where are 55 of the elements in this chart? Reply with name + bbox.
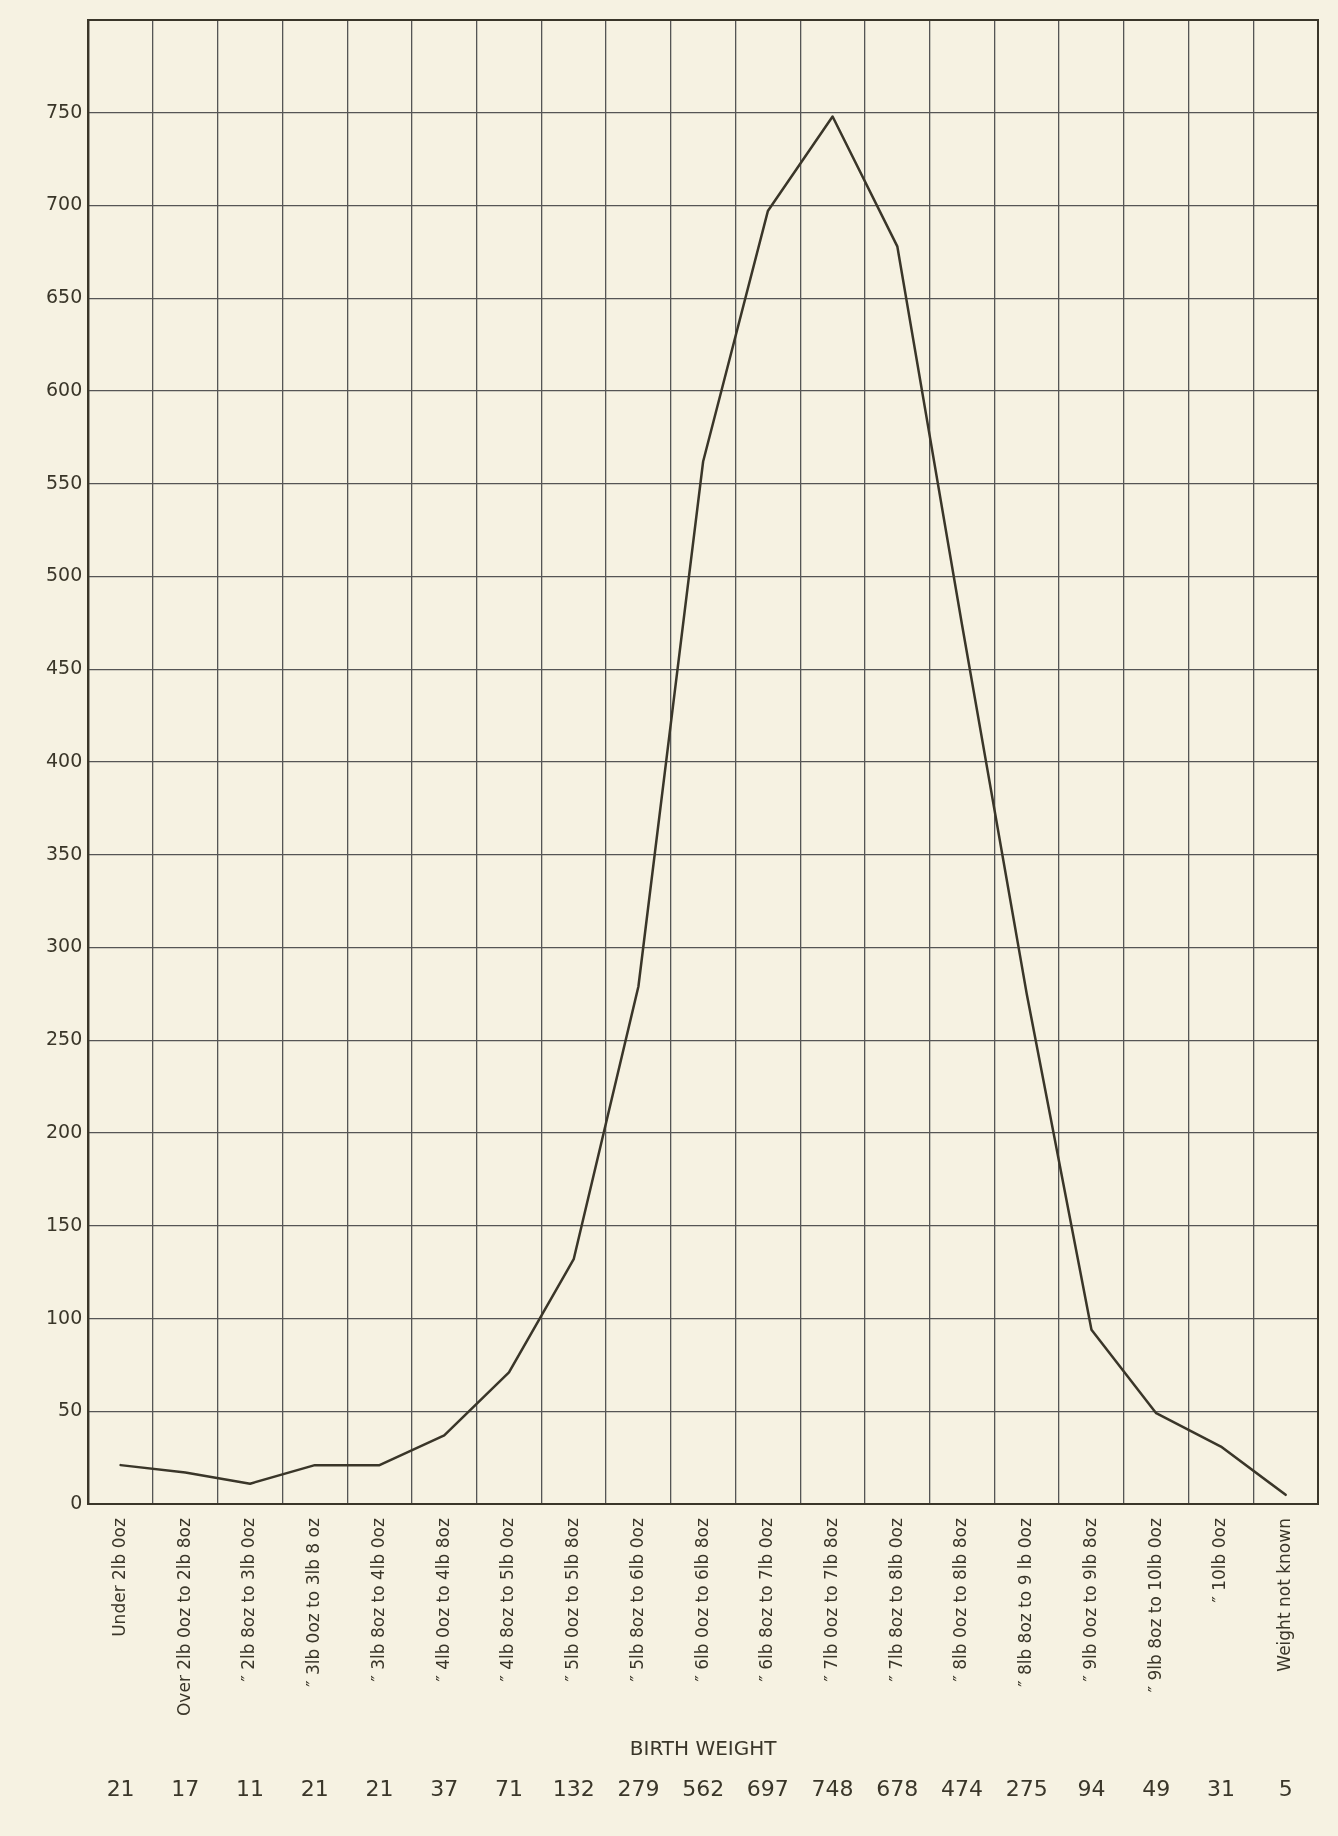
x-tick-label: ″ 7lb 0oz to 7lb 8oz [821,1518,841,1682]
y-tick-label: 200 [46,1120,83,1142]
data-label: 132 [552,1775,595,1801]
data-label: 474 [941,1775,984,1801]
x-tick-label: Under 2lb 0oz [109,1518,130,1637]
x-tick-label: ″ 5lb 0oz to 5lb 8oz [562,1518,583,1682]
data-label: 21 [106,1775,135,1801]
data-label: 71 [494,1775,523,1801]
y-tick-label: 50 [58,1398,83,1421]
x-tick-label: ″ 9lb 0oz to 9lb 8oz [1079,1518,1100,1682]
x-tick-label: ″ 2lb 8oz to 3lb 0oz [238,1518,259,1682]
x-tick-label: ″ 5lb 8oz to 6lb 0oz [626,1518,647,1682]
x-tick-label: ″ 4lb 8oz to 5lb 0oz [497,1518,518,1682]
y-tick-label: 400 [46,748,83,771]
data-label: 562 [682,1775,725,1801]
data-label: 279 [617,1775,660,1801]
data-label: 21 [365,1775,394,1801]
data-label: 11 [236,1775,265,1801]
y-tick-label: 300 [46,934,83,957]
data-label: 49 [1142,1775,1171,1801]
data-label: 21 [300,1775,329,1801]
y-tick-label: 600 [46,377,83,400]
y-tick-label: 100 [46,1305,83,1328]
x-tick-label: ″ 3lb 0oz to 3lb 8 oz [303,1518,324,1687]
data-label: 748 [811,1775,854,1801]
data-label: 17 [171,1775,200,1801]
data-label: 697 [746,1775,789,1801]
y-tick-label: 650 [46,285,83,308]
data-label: 678 [876,1775,919,1801]
x-tick-label: ″ 9lb 8oz to 10lb 0oz [1144,1518,1165,1693]
y-tick-label: 150 [46,1212,83,1235]
y-tick-label: 0 [70,1491,83,1514]
x-tick-label: ″ 10lb 0oz [1209,1518,1230,1603]
x-tick-label: ″ 8lb 8oz to 9 lb 0oz [1015,1518,1036,1687]
x-tick-label: ″ 8lb 0oz to 8lb 8oz [950,1518,971,1682]
x-tick-label: ″ 6lb 8oz to 7lb 0oz [756,1518,777,1682]
y-tick-label: 500 [46,563,83,586]
x-axis-title: BIRTH WEIGHT [629,1736,778,1761]
y-tick-label: 550 [46,470,83,493]
y-tick-label: 750 [46,99,83,122]
x-tick-label: ″ 4lb 0oz to 4lb 8oz [432,1518,453,1682]
x-tick-label: Weight not known [1274,1518,1295,1672]
x-tick-label: ″ 7lb 8oz to 8lb 0oz [885,1518,906,1682]
y-tick-label: 700 [46,192,83,215]
y-tick-label: 450 [46,656,83,679]
data-label: 275 [1005,1775,1048,1801]
y-tick-label: 350 [46,841,83,864]
data-label: 5 [1278,1775,1293,1801]
data-label: 31 [1206,1775,1235,1801]
x-tick-label: Over 2lb 0oz to 2lb 8oz [173,1518,194,1717]
data-label: 37 [430,1775,459,1801]
x-tick-label: ″ 3lb 8oz to 4lb 0oz [367,1518,388,1682]
x-tick-label: ″ 6lb 0oz to 6lb 8oz [691,1518,712,1682]
y-tick-label: 250 [46,1027,83,1050]
data-label: 94 [1077,1775,1106,1801]
